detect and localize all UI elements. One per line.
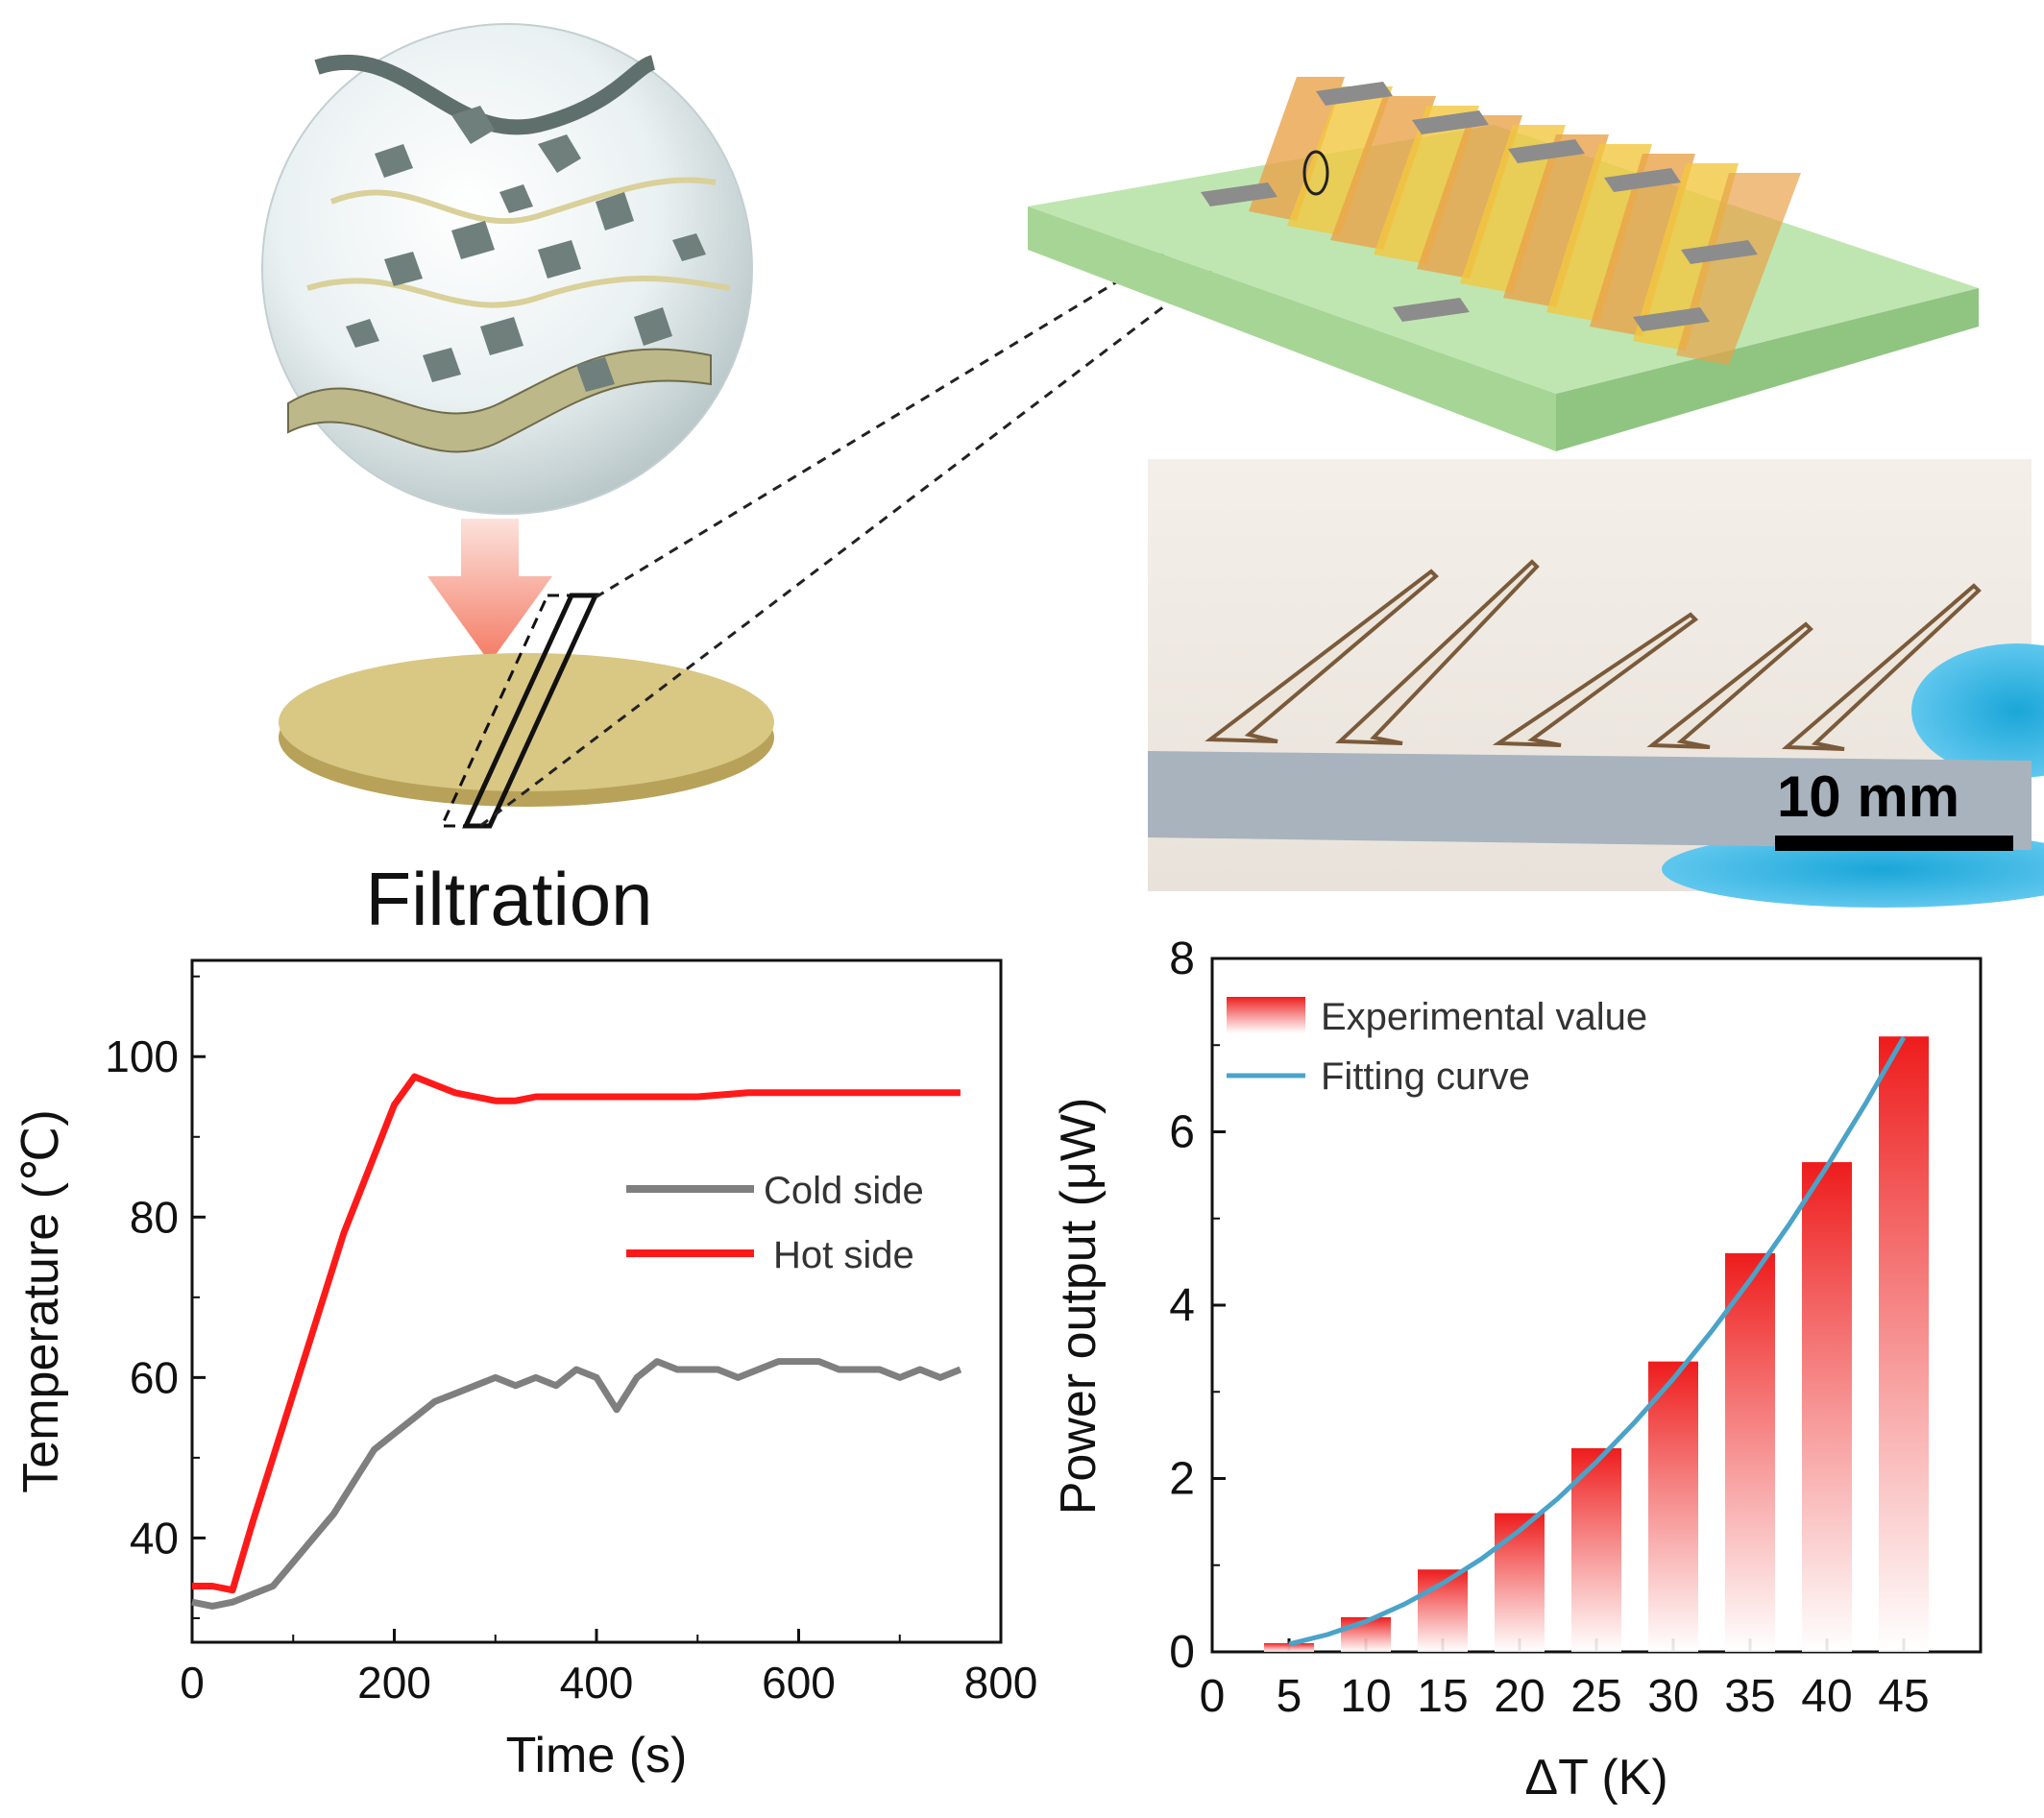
series-fitting-curve: [1288, 1035, 1907, 1647]
substrate-side: [1556, 288, 1979, 451]
x-axis-label: Time (s): [506, 1728, 688, 1783]
legend-label-cold: Cold side: [764, 1170, 924, 1212]
y-ticks: 40 60 80 100: [105, 975, 206, 1619]
y-tick-label: 4: [1169, 1280, 1195, 1331]
x-tick-label: 200: [357, 1658, 431, 1708]
device-illustration: [1028, 77, 1979, 451]
nanoflakes: [346, 106, 706, 392]
x-tick-label: 15: [1417, 1671, 1468, 1722]
legend-label-hot: Hot side: [773, 1234, 914, 1276]
filtration-label: Filtration: [365, 857, 652, 941]
filtration-membrane: [279, 593, 774, 829]
photo-substrate: [1148, 751, 2032, 850]
x-tick-label: 800: [964, 1658, 1038, 1708]
temperature-chart: 0 200 400 600 800 40 60 80 100 Time (s) Tempera…: [13, 958, 1037, 1783]
projection-lines: [479, 157, 1322, 828]
substrate-front: [1028, 206, 1556, 451]
y-tick-label: 80: [130, 1192, 179, 1242]
x-tick-label: 600: [762, 1658, 836, 1708]
y-axis-label: Power output (μW): [1051, 1098, 1107, 1515]
x-tick-label: 5: [1277, 1671, 1302, 1722]
bar: [1264, 1642, 1314, 1652]
bar: [1879, 1036, 1929, 1652]
device-photo: 10 mm: [1148, 459, 2044, 908]
x-tick-label: 10: [1340, 1671, 1391, 1722]
bar: [1802, 1162, 1852, 1652]
series-hot-side: [192, 1073, 961, 1594]
bars: [1264, 1036, 1929, 1652]
y-tick-label: 2: [1169, 1454, 1195, 1505]
sphere-illustration: [261, 23, 753, 515]
nanosheet-ribbon: [314, 54, 656, 135]
y-tick-label: 40: [130, 1513, 179, 1563]
legend-label-bar: Experimental value: [1321, 996, 1647, 1038]
y-tick-label: 0: [1169, 1627, 1195, 1678]
legend-label-fit: Fitting curve: [1321, 1055, 1530, 1098]
x-tick-label: 35: [1724, 1671, 1775, 1722]
nanosheet-ribbon: [306, 276, 731, 308]
y-tick-label: 6: [1169, 1107, 1195, 1158]
cut-strip-dashed: [439, 594, 574, 828]
electrodes: [1201, 82, 1758, 331]
bar: [1648, 1361, 1698, 1652]
plot-lines: [191, 1073, 962, 1610]
y-tick-label: 60: [130, 1352, 179, 1402]
x-tick-label: 0: [1200, 1671, 1226, 1722]
scale-bar: [1775, 836, 2013, 851]
x-ticks: 0 5 10 15 20 25 30 35 40 45: [1200, 1638, 1930, 1722]
x-tick-label: 0: [180, 1658, 205, 1708]
legend-swatch-bar: [1227, 997, 1305, 1033]
bar: [1725, 1252, 1775, 1652]
sphere: [261, 23, 753, 515]
blue-object: [1911, 643, 2044, 778]
series-cold-side: [191, 1358, 962, 1610]
x-axis-label: ΔT (K): [1524, 1750, 1667, 1806]
x-tick-label: 30: [1647, 1671, 1698, 1722]
filtration-arrow: [427, 519, 552, 663]
legend: Experimental value Fitting curve: [1227, 996, 1647, 1098]
x-tick-label: 45: [1878, 1671, 1929, 1722]
nanosheet-ribbon: [329, 177, 717, 225]
bar: [1495, 1513, 1545, 1652]
y-tick-label: 8: [1169, 933, 1195, 984]
x-tick-label: 400: [560, 1658, 634, 1708]
zoom-marker: [1302, 150, 1329, 196]
x-tick-label: 25: [1570, 1671, 1621, 1722]
x-tick-label: 40: [1801, 1671, 1852, 1722]
y-tick-label: 100: [105, 1031, 179, 1081]
y-axis-label: Temperature (℃): [13, 1109, 69, 1492]
fit-line: [1288, 1035, 1907, 1647]
bar: [1571, 1447, 1621, 1652]
y-ticks: 0 2 4 6 8: [1169, 933, 1226, 1678]
x-ticks: 0 200 400 600 800: [180, 1629, 1037, 1708]
scale-bar-label: 10 mm: [1777, 764, 1959, 829]
legend: Cold side Hot side: [626, 1170, 924, 1276]
photo-fins: [1204, 559, 1982, 751]
x-tick-label: 20: [1494, 1671, 1545, 1722]
